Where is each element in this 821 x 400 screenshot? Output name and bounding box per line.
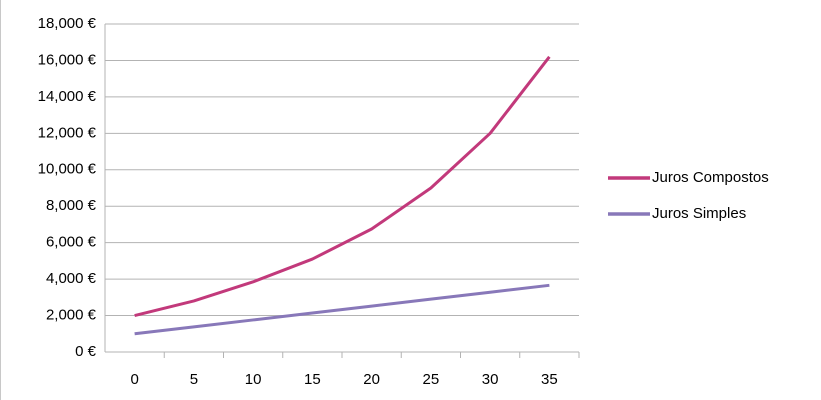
y-tick-label: 0 € — [75, 343, 97, 360]
x-tick-label: 30 — [482, 371, 499, 388]
x-tick-label: 15 — [304, 371, 321, 388]
y-tick-label: 8,000 € — [46, 197, 97, 214]
line-series — [134, 283, 550, 336]
x-tick-label: 10 — [245, 371, 262, 388]
y-tick-label: 14,000 € — [38, 88, 97, 105]
x-tick-label: 25 — [423, 371, 440, 388]
y-tick-label: 16,000 € — [38, 51, 97, 68]
line-series — [134, 55, 551, 318]
x-tick-label: 5 — [190, 371, 198, 388]
legend-label: Juros Simples — [652, 205, 746, 222]
legend-label: Juros Compostos — [652, 169, 769, 186]
x-tick-label: 0 — [130, 371, 138, 388]
y-tick-label: 6,000 € — [46, 234, 97, 251]
x-tick-label: 35 — [541, 371, 558, 388]
y-tick-label: 2,000 € — [46, 307, 97, 324]
y-tick-label: 4,000 € — [46, 270, 97, 287]
y-tick-label: 12,000 € — [38, 124, 97, 141]
y-tick-label: 10,000 € — [38, 161, 97, 178]
x-tick-label: 20 — [363, 371, 380, 388]
y-tick-label: 18,000 € — [38, 15, 97, 32]
